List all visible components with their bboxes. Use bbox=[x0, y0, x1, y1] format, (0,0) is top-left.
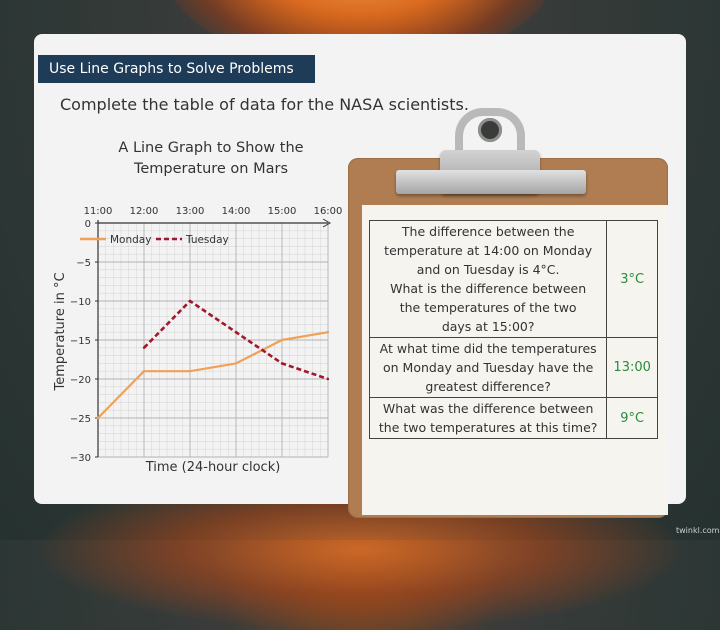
data-point-monday bbox=[280, 338, 284, 342]
question-cell: At what time did the temperatures on Mon… bbox=[368, 337, 608, 398]
chart-title: A Line Graph to Show the Temperature on … bbox=[100, 138, 322, 180]
answer-cell: 9°C bbox=[606, 397, 658, 439]
chart-grid bbox=[97, 222, 329, 458]
x-tick-label: 14:00 bbox=[222, 206, 251, 217]
table-row: The difference between the temperature a… bbox=[368, 220, 658, 338]
legend-label-monday: Monday bbox=[110, 234, 151, 246]
instruction-text: Complete the table of data for the NASA … bbox=[60, 95, 469, 114]
y-tick-label: −10 bbox=[70, 297, 91, 308]
line-chart: Monday Tuesday 0 −5 −10 −15 −20 −25 −30 11:00 12:… bbox=[53, 206, 342, 475]
slide-title: Use Line Graphs to Solve Problems bbox=[38, 55, 315, 83]
question-line: the temperatures of the two bbox=[399, 300, 577, 315]
question-table: The difference between the temperature a… bbox=[368, 220, 658, 439]
question-line: and on Tuesday is 4°C. bbox=[416, 262, 560, 277]
chart-title-line-2: Temperature on Mars bbox=[133, 161, 289, 177]
y-tick-label: −30 bbox=[70, 453, 91, 464]
clipboard-clip-bar bbox=[396, 170, 586, 194]
answer-cell: 3°C bbox=[606, 220, 658, 338]
chart-title-line-1: A Line Graph to Show the bbox=[118, 140, 304, 156]
question-line: What is the difference between bbox=[390, 281, 587, 296]
data-point-monday bbox=[142, 370, 146, 373]
data-point-tuesday bbox=[188, 299, 192, 303]
question-line: greatest difference? bbox=[425, 379, 551, 394]
question-cell: What was the difference between the two … bbox=[368, 397, 608, 439]
answer-cell: 13:00 bbox=[606, 337, 658, 398]
question-line: The difference between the bbox=[401, 224, 575, 239]
data-point-monday bbox=[326, 331, 330, 334]
x-axis-arrow bbox=[322, 218, 332, 228]
clipboard-clip-hole bbox=[478, 118, 502, 142]
y-tick-label: 0 bbox=[85, 219, 91, 230]
data-point-monday bbox=[188, 370, 192, 373]
question-cell: The difference between the temperature a… bbox=[368, 220, 608, 338]
question-line: At what time did the temperatures bbox=[379, 341, 597, 356]
chart-series bbox=[96, 299, 330, 420]
y-tick-label: −15 bbox=[70, 336, 91, 347]
table-row: At what time did the temperatures on Mon… bbox=[368, 337, 658, 398]
question-line: on Monday and Tuesday have the bbox=[382, 360, 594, 375]
x-tick-label: 15:00 bbox=[268, 206, 297, 217]
question-line: temperature at 14:00 on Monday bbox=[384, 243, 593, 258]
y-tick-label: −20 bbox=[70, 375, 91, 386]
y-axis-title: Temperature in °C bbox=[53, 272, 68, 391]
x-tick-label: 16:00 bbox=[314, 206, 343, 217]
y-tick-label: −25 bbox=[70, 414, 91, 425]
question-line: days at 15:00? bbox=[441, 319, 535, 334]
question-line: the two temperatures at this time? bbox=[378, 420, 598, 435]
data-point-tuesday bbox=[280, 362, 284, 365]
clipboard-clip-ring bbox=[455, 108, 525, 158]
data-point-monday bbox=[96, 416, 100, 420]
data-point-tuesday bbox=[326, 377, 330, 381]
x-tick-label: 13:00 bbox=[176, 206, 205, 217]
data-point-monday bbox=[234, 362, 238, 365]
data-point-tuesday bbox=[142, 346, 146, 349]
table-row: What was the difference between the two … bbox=[368, 397, 658, 439]
watermark: twinkl.com bbox=[676, 526, 720, 535]
y-tick-label: −5 bbox=[76, 258, 91, 269]
data-point-tuesday bbox=[234, 331, 238, 334]
series-line-monday bbox=[97, 331, 329, 419]
x-tick-label: 11:00 bbox=[84, 206, 113, 217]
question-line: What was the difference between bbox=[382, 401, 594, 416]
chart-labels: 0 −5 −10 −15 −20 −25 −30 11:00 12:00 13:00 14:00 15… bbox=[53, 206, 342, 475]
x-axis-title: Time (24-hour clock) bbox=[145, 460, 281, 475]
chart-legend: Monday Tuesday bbox=[80, 234, 229, 246]
legend-label-tuesday: Tuesday bbox=[185, 234, 229, 246]
x-tick-label: 12:00 bbox=[130, 206, 159, 217]
